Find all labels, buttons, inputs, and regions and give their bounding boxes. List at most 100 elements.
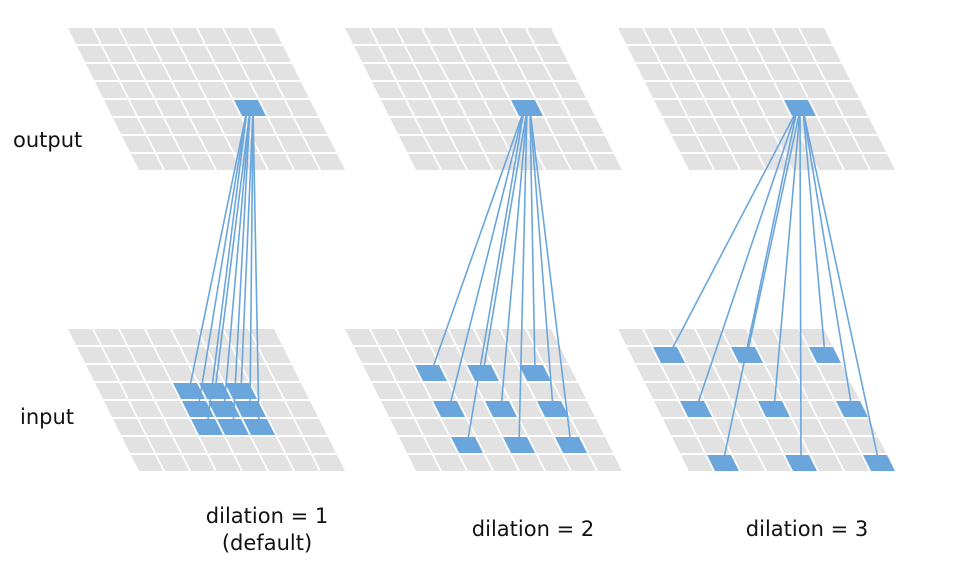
output-cell: [423, 28, 455, 44]
output-cell: [122, 136, 154, 152]
input-cell: [390, 419, 422, 435]
output-cell: [287, 154, 319, 170]
output-cell: [827, 82, 859, 98]
output-cell: [250, 28, 282, 44]
input-cell: [750, 437, 782, 453]
output-cell: [313, 154, 345, 170]
input-cell: [147, 383, 179, 399]
input-cell: [774, 329, 806, 345]
output-cell: [451, 136, 483, 152]
output-cell: [174, 136, 206, 152]
input-cell: [146, 329, 178, 345]
input-cell: [749, 383, 781, 399]
receptive-field-line: [799, 109, 802, 464]
input-cell: [209, 455, 241, 471]
input-cell: [698, 437, 730, 453]
output-cell: [243, 118, 275, 134]
output-cell: [408, 154, 440, 170]
input-cell: [468, 419, 500, 435]
output-cell: [698, 136, 730, 152]
output-cell: [269, 118, 301, 134]
output-cell: [458, 46, 490, 62]
output-cell: [147, 82, 179, 98]
receptive-field-line: [197, 109, 248, 410]
output-cell: [572, 118, 604, 134]
output-cell-highlight: [784, 100, 816, 116]
input-cell: [129, 347, 161, 363]
output-cell: [581, 136, 613, 152]
output-cell: [165, 118, 197, 134]
input-cell: [654, 401, 686, 417]
output-cell: [706, 100, 738, 116]
input-cell: [380, 347, 412, 363]
input-cell: [449, 329, 481, 345]
output-cell: [520, 118, 552, 134]
output-cell: [477, 136, 509, 152]
output-cell: [538, 154, 570, 170]
output-cell: [260, 100, 292, 116]
input-cell: [103, 347, 135, 363]
output-cell: [723, 82, 755, 98]
input-cell: [476, 383, 508, 399]
output-cell: [416, 118, 448, 134]
output-cell: [181, 46, 213, 62]
input-cell: [156, 401, 188, 417]
output-cell: [183, 154, 215, 170]
input-cell: [811, 455, 843, 471]
input-cell: [740, 365, 772, 381]
input-cell: [679, 347, 711, 363]
output-cell: [757, 46, 789, 62]
input-cell: [112, 365, 144, 381]
input-cell: [104, 401, 136, 417]
input-cell: [416, 419, 448, 435]
output-cell: [854, 136, 886, 152]
output-cell: [380, 46, 412, 62]
input-cell: [493, 365, 525, 381]
input-cell: [681, 455, 713, 471]
output-cell: [252, 136, 284, 152]
output-cell: [432, 46, 464, 62]
output-cell: [828, 136, 860, 152]
output-cell: [800, 28, 832, 44]
input-cell: [120, 329, 152, 345]
input-cell: [845, 419, 877, 435]
input-cell: [131, 455, 163, 471]
input-cell: [406, 347, 438, 363]
output-cell: [546, 118, 578, 134]
output-cell: [722, 28, 754, 44]
output-cell: [811, 154, 843, 170]
output-cell: [172, 28, 204, 44]
input-cell: [397, 329, 429, 345]
output-cell: [268, 64, 300, 80]
output-cell: [554, 82, 586, 98]
input-cell: [139, 419, 171, 435]
output-cell: [139, 118, 171, 134]
output-cell: [783, 46, 815, 62]
receptive-field-line: [529, 109, 572, 446]
input-cell: [381, 401, 413, 417]
receptive-field-line: [802, 109, 880, 464]
output-cell: [216, 64, 248, 80]
input-cell: [371, 329, 403, 345]
output-cell: [406, 46, 438, 62]
output-cell: [501, 28, 533, 44]
input-cell: [286, 401, 318, 417]
output-cell: [77, 46, 109, 62]
output-cell: [793, 118, 825, 134]
input-cell: [554, 383, 586, 399]
input-cell: [226, 437, 258, 453]
input-cell: [399, 437, 431, 453]
input-cell: [828, 437, 860, 453]
output-cell: [749, 82, 781, 98]
output-cell: [818, 64, 850, 80]
output-cell: [654, 100, 686, 116]
output-cell: [138, 64, 170, 80]
input-cell: [121, 383, 153, 399]
output-cell: [555, 136, 587, 152]
input-cell: [486, 455, 518, 471]
input-cell: [563, 401, 595, 417]
input-cell: [407, 401, 439, 417]
receptive-field-line: [500, 109, 528, 410]
output-cell: [233, 46, 265, 62]
